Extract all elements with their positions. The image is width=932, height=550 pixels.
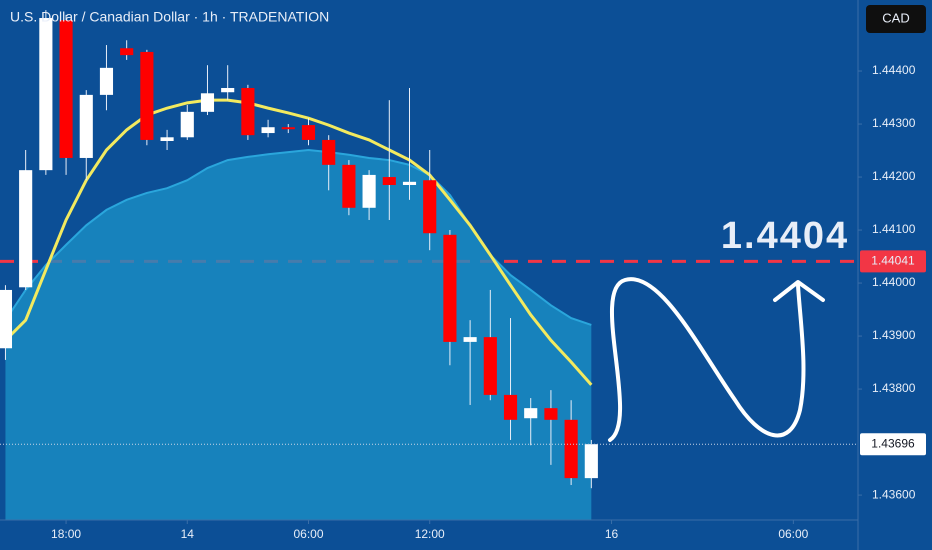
- candle-body: [59, 20, 73, 158]
- candle-body: [322, 139, 336, 165]
- candle-body: [0, 289, 13, 349]
- candle-body: [200, 93, 215, 112]
- candle-body: [342, 164, 356, 208]
- candle-body: [423, 180, 437, 234]
- x-tick-label: 18:00: [51, 527, 81, 541]
- candle-body: [221, 87, 235, 93]
- ma-line: [4, 98, 593, 386]
- candle-body: [584, 444, 598, 479]
- last-price-label: 1.43696: [871, 436, 915, 450]
- candle-body: [241, 87, 255, 136]
- candle-body: [463, 337, 477, 342]
- candle-body: [160, 137, 174, 141]
- candle-body: [443, 234, 457, 342]
- candle-body: [19, 170, 33, 288]
- drawn-arrow: [608, 277, 825, 442]
- candle-body: [362, 174, 376, 208]
- candle-body: [564, 419, 578, 479]
- currency-label[interactable]: CAD: [882, 10, 909, 25]
- candle-body: [402, 181, 417, 185]
- y-tick-label: 1.44100: [872, 222, 916, 236]
- x-tick-label: 16: [605, 527, 619, 541]
- candle-body: [524, 408, 538, 419]
- annotation: 1.4404: [721, 215, 849, 257]
- last-price-tag: [860, 433, 926, 456]
- candle-body: [382, 177, 396, 185]
- level-tag: [860, 250, 926, 273]
- y-tick-label: 1.44200: [872, 169, 916, 183]
- candle-body: [140, 51, 154, 140]
- chart-title: U.S. Dollar / Canadian Dollar · 1h · TRA…: [10, 9, 329, 25]
- candle-body: [281, 127, 295, 130]
- level-tag-label: 1.44041: [871, 253, 915, 267]
- candle-body: [99, 67, 114, 95]
- plot-area: [0, 10, 858, 520]
- y-tick-label: 1.44300: [872, 116, 916, 130]
- candle-body: [483, 337, 497, 395]
- x-tick-label: 14: [181, 527, 195, 541]
- candle-body: [301, 125, 316, 140]
- x-tick-label: 06:00: [293, 527, 323, 541]
- x-tick-label: 12:00: [415, 527, 445, 541]
- candle-body: [544, 408, 558, 420]
- candle-body: [39, 18, 53, 171]
- y-tick-label: 1.43800: [872, 381, 916, 395]
- y-tick-label: 1.44000: [872, 275, 916, 289]
- candle-body: [261, 127, 275, 134]
- y-tick-label: 1.43600: [872, 487, 916, 501]
- candle-body: [503, 394, 518, 420]
- y-tick-label: 1.43900: [872, 328, 916, 342]
- candle-body: [180, 111, 194, 138]
- candle-body: [79, 94, 93, 158]
- currency-button[interactable]: [866, 5, 926, 33]
- x-tick-label: 06:00: [778, 527, 808, 541]
- candle-body: [120, 48, 134, 56]
- y-tick-label: 1.44400: [872, 63, 916, 77]
